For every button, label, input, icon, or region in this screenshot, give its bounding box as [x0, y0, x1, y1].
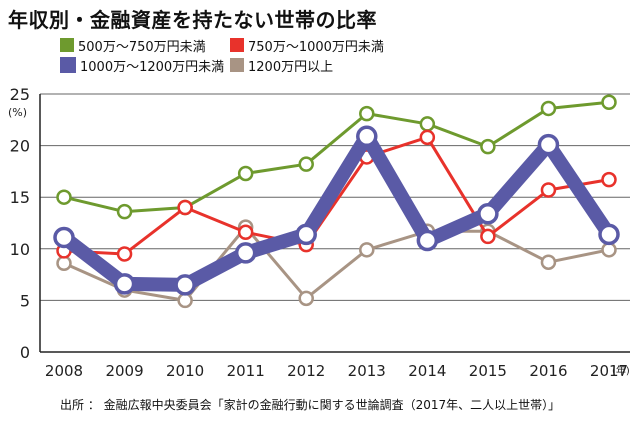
data-point-blue-2012 [295, 223, 317, 246]
data-point-red-2015 [480, 228, 496, 245]
data-point-green-2009 [116, 203, 133, 220]
x-tick-label-2009: 2009 [105, 362, 143, 380]
data-point-blue-2017 [598, 223, 620, 246]
y-tick-label-0: 0 [20, 343, 30, 362]
series-line-blue [57, 129, 616, 292]
data-point-green-2011 [237, 165, 254, 182]
y-tick-label-20: 20 [10, 137, 30, 156]
x-tick-label-2013: 2013 [348, 362, 386, 380]
data-point-gray-2016 [540, 254, 557, 270]
data-point-green-2016 [540, 100, 557, 117]
data-point-green-2013 [359, 105, 375, 122]
data-point-red-2016 [540, 182, 557, 198]
data-point-blue-2010 [174, 274, 196, 296]
x-tick-label-2010: 2010 [166, 362, 204, 380]
legend-item-green: 500万～750万円未満 [60, 36, 206, 55]
legend-swatch-blue [60, 57, 76, 73]
legend-label-green: 500万～750万円未満 [78, 39, 206, 55]
data-point-gray-2013 [359, 242, 375, 258]
y-tick-label-15: 15 [10, 188, 30, 207]
chart-title: 年収別・金融資産を持たない世帯の比率 [8, 8, 377, 32]
x-tick-label-2011: 2011 [227, 362, 265, 380]
x-tick-label-2017: 2017 [590, 362, 628, 380]
legend-swatch-red [230, 38, 244, 52]
y-tick-label-10: 10 [10, 240, 30, 259]
series-line-gray [62, 225, 611, 302]
source-note: 出所 ： 金融広報中央委員会「家計の金融行動に関する世論調査（2017年、二人以… [60, 398, 561, 412]
data-point-blue-2014 [416, 229, 439, 252]
data-point-blue-2009 [113, 273, 136, 295]
data-point-blue-2013 [356, 125, 378, 148]
data-point-red-2014 [419, 129, 436, 146]
x-tick-label-2014: 2014 [408, 362, 446, 380]
legend-label-red: 750万～1000万円未満 [248, 39, 384, 55]
data-point-green-2015 [480, 138, 496, 155]
series-line-green [62, 100, 611, 214]
x-tick-label-2015: 2015 [469, 362, 507, 380]
legend-label-blue: 1000万～1200万円未満 [80, 59, 225, 75]
series-line-red [62, 135, 611, 256]
legend-swatch-green [60, 38, 74, 52]
y-tick-label-25: 25 [10, 85, 30, 104]
data-point-red-2009 [116, 246, 133, 262]
data-point-green-2008 [56, 189, 72, 205]
data-point-red-2010 [177, 199, 193, 216]
data-point-red-2017 [601, 171, 617, 188]
legend-item-blue: 1000万～1200万円未満 [60, 56, 225, 75]
y-axis-unit: (%) [8, 106, 27, 119]
data-point-gray-2012 [298, 290, 314, 307]
x-tick-label-2012: 2012 [287, 362, 325, 380]
data-point-red-2011 [237, 224, 254, 241]
legend-swatch-gray [230, 58, 244, 72]
data-point-blue-2015 [477, 202, 499, 225]
data-point-green-2014 [419, 116, 436, 132]
x-tick-label-2008: 2008 [45, 362, 83, 380]
legend-label-gray: 1200万円以上 [248, 59, 334, 75]
data-point-gray-2017 [601, 242, 617, 258]
legend-item-red: 750万～1000万円未満 [230, 36, 384, 55]
x-axis-unit: (年) [612, 364, 630, 377]
data-point-green-2017 [601, 94, 617, 111]
x-tick-label-2016: 2016 [529, 362, 567, 380]
data-point-gray-2010 [177, 292, 193, 309]
y-tick-label-5: 5 [20, 291, 30, 310]
data-point-blue-2016 [537, 133, 560, 156]
data-point-blue-2011 [234, 242, 257, 264]
data-point-blue-2008 [53, 226, 75, 249]
data-point-gray-2008 [56, 255, 72, 271]
data-point-green-2012 [298, 156, 314, 172]
legend-item-gray: 1200万円以上 [230, 56, 334, 75]
